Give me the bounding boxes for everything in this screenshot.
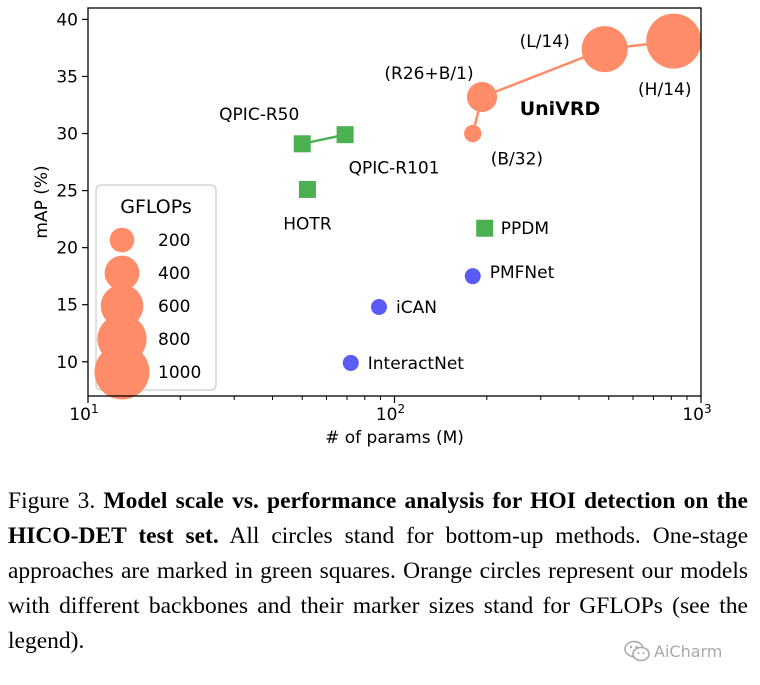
legend-marker: [104, 255, 140, 291]
legend: GFLOPs 200 400 600 800 1000: [94, 184, 217, 400]
point-label: (B/32): [491, 150, 543, 170]
point-circle: [464, 268, 481, 285]
figure-caption: Figure 3. Model scale vs. performance an…: [8, 484, 748, 659]
point-label: InteractNet: [368, 354, 465, 374]
wechat-icon: [624, 640, 650, 662]
point-univrd: [466, 81, 498, 113]
point-label: PPDM: [501, 219, 549, 239]
legend-label: 400: [158, 264, 190, 284]
point-label: QPIC-R101: [349, 159, 440, 179]
point-square: [476, 219, 494, 237]
legend-marker: [100, 284, 144, 328]
legend-title: GFLOPs: [120, 196, 192, 218]
point-square: [298, 180, 316, 198]
point-label: HOTR: [283, 214, 332, 234]
point-square: [293, 135, 311, 153]
legend-label: 1000: [158, 363, 201, 383]
watermark: AiCharm: [624, 640, 722, 662]
point-label: iCAN: [396, 298, 437, 318]
point-circle: [342, 354, 359, 371]
point-labels: InteractNet iCAN PMFNet QPIC-R50 QPIC-R101 HO…: [219, 32, 691, 374]
point-label: (H/14): [638, 80, 691, 100]
legend-marker: [109, 227, 135, 253]
point-univrd: [581, 26, 628, 73]
y-tick-label: 35: [56, 67, 78, 87]
y-axis-label: mAP (%): [32, 165, 52, 238]
legend-label: 200: [158, 231, 190, 251]
caption-bold: Model scale vs. performance analysis for…: [8, 488, 748, 549]
y-tick-label: 10: [56, 353, 78, 373]
point-univrd: [646, 13, 702, 69]
point-label: QPIC-R50: [219, 105, 299, 125]
y-tick-label: 30: [56, 125, 78, 145]
point-square: [336, 126, 354, 144]
caption-prefix: Figure 3.: [8, 488, 104, 514]
point-label: PMFNet: [490, 263, 555, 283]
legend-label: 800: [158, 330, 190, 350]
univrd-line: [471, 39, 674, 134]
watermark-text: AiCharm: [654, 641, 723, 661]
point-label: (R26+B/1): [384, 64, 473, 84]
x-axis-label: # of params (M): [325, 428, 464, 448]
series-name-label: UniVRD: [520, 98, 601, 120]
point-circle: [370, 298, 387, 315]
y-tick-label: 40: [56, 10, 78, 30]
x-tick-label: 102: [376, 402, 405, 425]
data-points: [293, 13, 702, 371]
legend-marker: [94, 344, 150, 400]
y-tick-label: 25: [56, 182, 78, 202]
y-tick-label: 15: [56, 296, 78, 316]
point-univrd: [464, 124, 482, 143]
y-tick-label: 20: [56, 239, 78, 259]
caption-rest: All circles stand for bottom-up methods.…: [8, 523, 748, 654]
legend-label: 600: [158, 297, 190, 317]
point-label: (L/14): [520, 32, 570, 52]
x-tick-label: 101: [69, 402, 98, 425]
x-tick-label: 103: [682, 402, 711, 425]
axes: 10 15 20 25 30 35 40 101 102 103 # of params (M) mA…: [32, 7, 712, 448]
chart: InteractNet iCAN PMFNet QPIC-R50 QPIC-R101 HO…: [32, 7, 712, 448]
